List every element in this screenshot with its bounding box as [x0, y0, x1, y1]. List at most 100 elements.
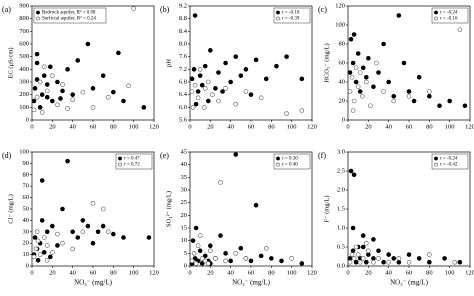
legend-marker: [276, 10, 280, 15]
x-tick-label: 40: [227, 269, 234, 276]
data-point: [90, 86, 96, 91]
x-tick-label: 0: [30, 269, 33, 276]
data-point: [371, 256, 376, 261]
x-tick-label: 40: [385, 269, 392, 276]
data-point: [233, 251, 239, 256]
data-point: [289, 256, 294, 261]
y-tick-label: 0: [342, 116, 345, 123]
data-point: [248, 258, 254, 264]
data-point: [351, 172, 357, 178]
data-point: [457, 259, 463, 265]
data-point: [70, 229, 75, 235]
data-point: [371, 259, 376, 265]
data-point: [191, 251, 197, 256]
data-point: [47, 254, 53, 260]
y-tick-label: 35: [181, 174, 188, 181]
data-point: [31, 98, 37, 104]
data-point: [223, 251, 228, 256]
x-tick-label: 0: [346, 123, 349, 130]
data-point: [360, 244, 366, 250]
y-tick-label: 8.0: [179, 40, 187, 47]
panel-label: (b): [160, 5, 170, 14]
data-point: [253, 202, 259, 208]
data-point: [190, 105, 196, 110]
data-point: [192, 82, 198, 88]
y-tick-label: 7.6: [179, 53, 188, 60]
y-tick-label: 900: [19, 2, 29, 9]
data-point: [284, 54, 289, 59]
data-point: [197, 233, 203, 238]
data-point: [220, 89, 225, 94]
data-point: [376, 70, 381, 75]
data-point: [100, 73, 106, 78]
data-point: [141, 105, 147, 110]
data-point: [41, 250, 47, 255]
y-tick-label: 8.8: [179, 15, 187, 22]
data-point: [416, 74, 422, 80]
y-tick-label: 7.2: [179, 66, 187, 73]
data-point: [146, 235, 152, 240]
y-tick-label: 15: [181, 224, 188, 231]
data-point: [193, 101, 199, 107]
panel-label: (c): [318, 5, 327, 14]
data-point: [279, 258, 284, 264]
y-tick-label: 20: [181, 212, 188, 219]
data-point: [50, 73, 55, 78]
data-point: [360, 256, 366, 261]
data-point: [347, 256, 353, 261]
y-tick-label: 40: [23, 217, 30, 224]
data-point: [350, 225, 356, 231]
data-point: [366, 252, 371, 257]
x-tick-label: 20: [49, 123, 56, 130]
data-point: [60, 82, 65, 87]
x-tick-label: 120: [307, 123, 317, 130]
data-point: [195, 89, 201, 94]
y-tick-label: 25: [181, 199, 188, 206]
legend-box: [273, 7, 311, 24]
x-axis-label: NO₃⁻ (mg/L): [390, 279, 428, 287]
data-point: [126, 83, 131, 89]
x-tick-label: 20: [49, 269, 56, 276]
data-point: [216, 98, 221, 104]
data-point: [90, 105, 96, 110]
x-tick-label: 80: [110, 269, 117, 276]
x-tick-label: 60: [248, 123, 255, 130]
y-tick-label: 90: [23, 160, 30, 167]
data-point: [44, 94, 50, 100]
panel-label: (e): [160, 151, 169, 160]
data-point: [363, 259, 369, 265]
data-point: [32, 235, 38, 240]
data-point: [50, 223, 55, 229]
data-point: [80, 89, 86, 95]
y-tick-label: 5: [184, 250, 187, 257]
x-tick-label: 20: [365, 269, 372, 276]
y-tick-label: 45: [181, 148, 188, 155]
data-point: [105, 94, 111, 100]
legend-marker: [276, 156, 280, 161]
y-tick-label: 80: [23, 171, 30, 178]
data-point: [396, 256, 402, 261]
data-point: [381, 89, 386, 94]
data-point: [85, 41, 91, 47]
x-tick-label: 60: [406, 123, 413, 130]
data-point: [401, 60, 407, 66]
data-point: [391, 98, 397, 104]
x-tick-label: 80: [426, 269, 433, 276]
data-point: [391, 256, 397, 261]
y-tick-label: 5.6: [179, 116, 188, 123]
data-point: [350, 60, 356, 66]
data-point: [44, 243, 50, 248]
y-tick-label: 100: [335, 21, 345, 28]
data-point: [274, 63, 279, 69]
data-point: [347, 259, 353, 265]
data-point: [360, 65, 366, 71]
data-point: [47, 64, 53, 70]
data-point: [85, 223, 91, 229]
data-point: [31, 107, 37, 113]
data-point: [349, 252, 355, 257]
x-tick-label: 120: [307, 269, 317, 276]
y-tick-label: 600: [19, 40, 29, 47]
data-point: [386, 252, 391, 257]
x-tick-label: 40: [69, 123, 76, 130]
